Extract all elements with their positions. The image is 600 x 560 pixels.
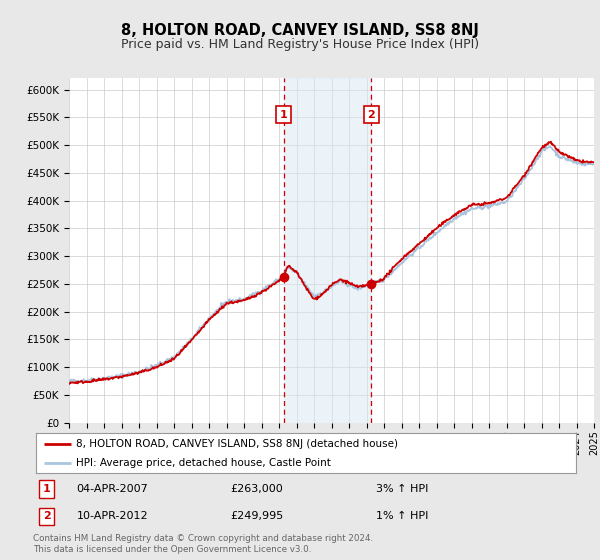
Text: 04-APR-2007: 04-APR-2007 (77, 484, 148, 494)
Text: 8, HOLTON ROAD, CANVEY ISLAND, SS8 8NJ: 8, HOLTON ROAD, CANVEY ISLAND, SS8 8NJ (121, 24, 479, 38)
Text: £249,995: £249,995 (230, 511, 284, 521)
Bar (284, 78, 371, 423)
Text: Contains HM Land Registry data © Crown copyright and database right 2024.
This d: Contains HM Land Registry data © Crown c… (33, 534, 373, 554)
Text: HPI: Average price, detached house, Castle Point: HPI: Average price, detached house, Cast… (77, 458, 331, 468)
Text: 1: 1 (43, 484, 51, 494)
Text: 10-APR-2012: 10-APR-2012 (77, 511, 148, 521)
Text: Price paid vs. HM Land Registry's House Price Index (HPI): Price paid vs. HM Land Registry's House … (121, 38, 479, 52)
Text: 2: 2 (367, 110, 375, 119)
Text: 8, HOLTON ROAD, CANVEY ISLAND, SS8 8NJ (detached house): 8, HOLTON ROAD, CANVEY ISLAND, SS8 8NJ (… (77, 439, 398, 449)
Text: 1% ↑ HPI: 1% ↑ HPI (376, 511, 428, 521)
Text: 3% ↑ HPI: 3% ↑ HPI (376, 484, 428, 494)
Text: £263,000: £263,000 (230, 484, 283, 494)
Text: 1: 1 (280, 110, 287, 119)
Text: 2: 2 (43, 511, 51, 521)
